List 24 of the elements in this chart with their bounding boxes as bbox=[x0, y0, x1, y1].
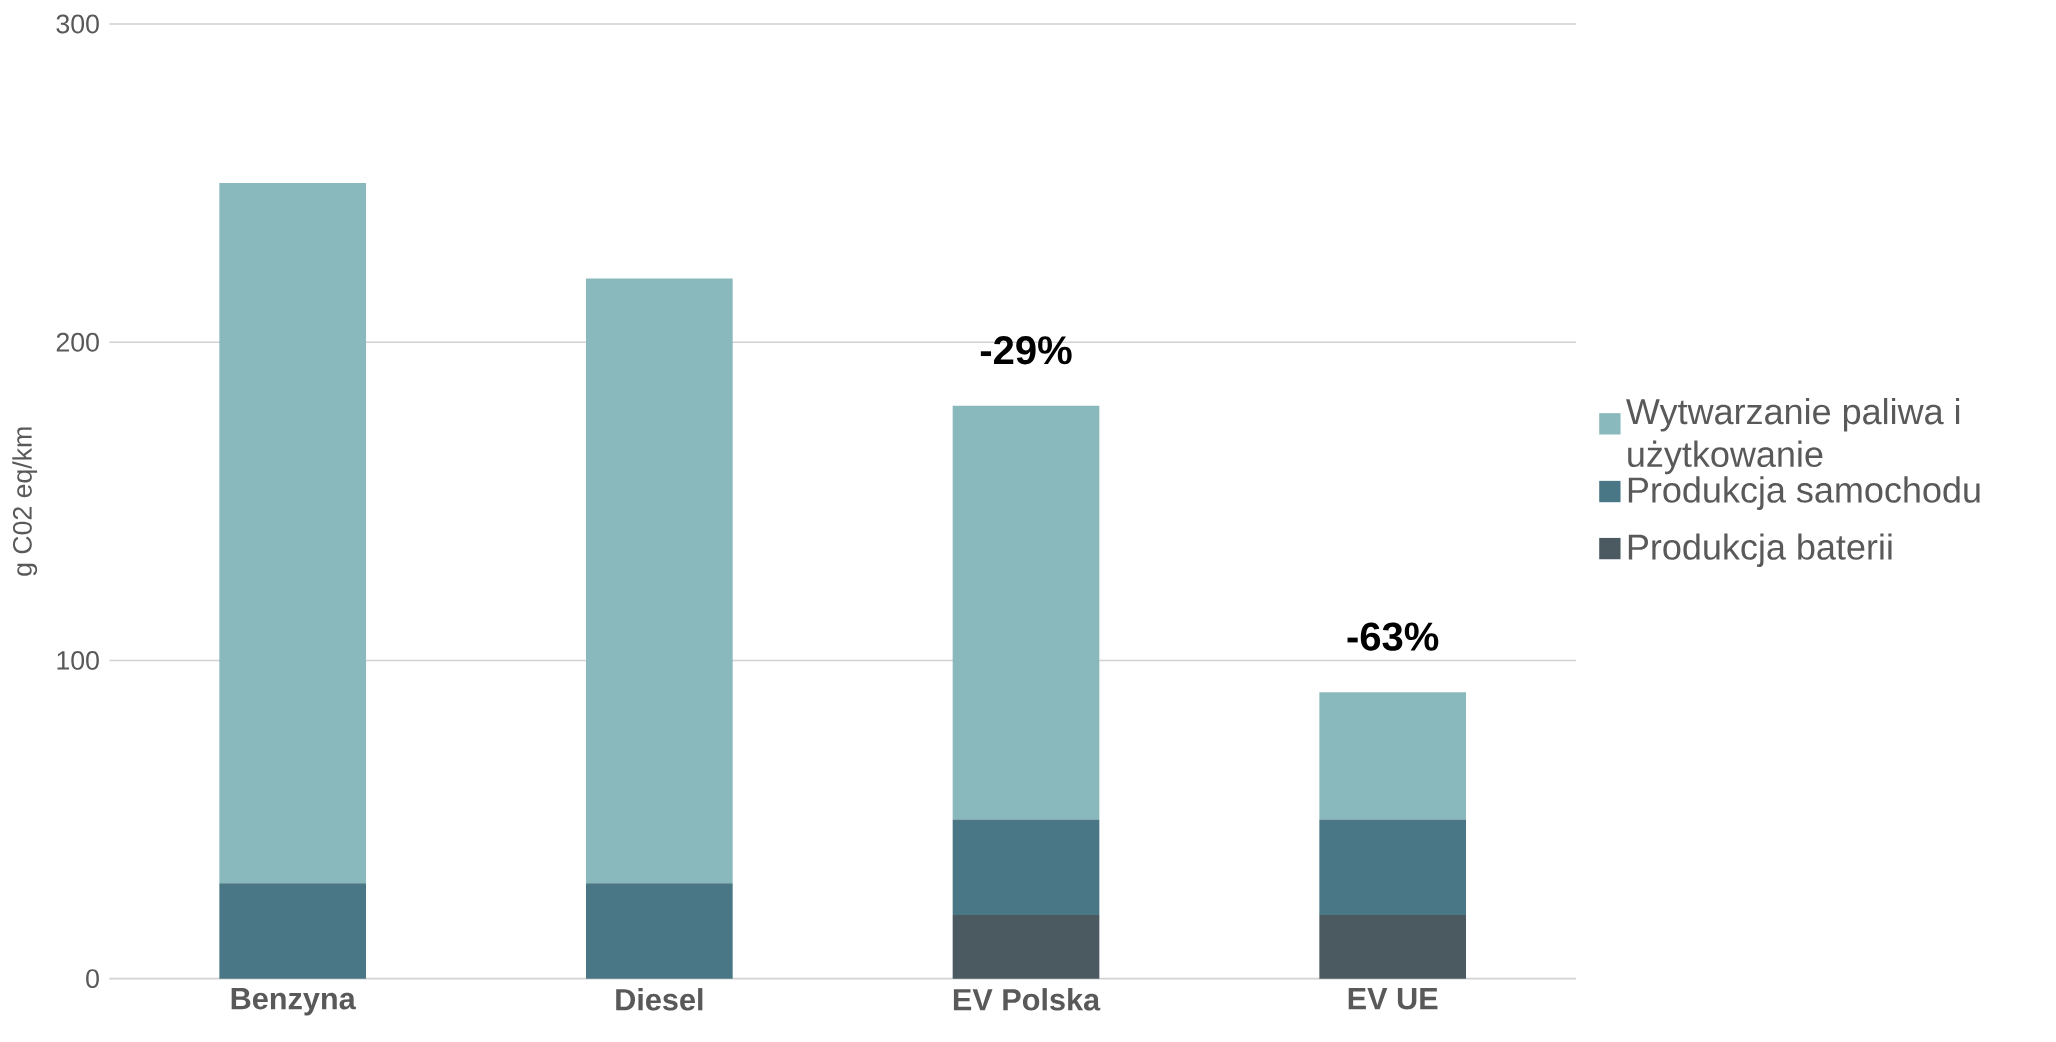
legend-label: Produkcja samochodu bbox=[1628, 476, 1980, 510]
bar bbox=[219, 883, 367, 979]
y-tick-label: 200 bbox=[56, 332, 99, 352]
y-tick-label: 100 bbox=[57, 651, 99, 670]
bar bbox=[586, 883, 733, 979]
x-tick-label: Diesel bbox=[616, 988, 703, 1011]
bar bbox=[1319, 915, 1467, 979]
bar bbox=[1319, 819, 1467, 916]
legend-label: Produkcja baterii bbox=[1628, 533, 1892, 567]
bar bbox=[219, 183, 367, 884]
legend-label: Wytwarzanie paliwa i użytkowanie bbox=[1626, 397, 1960, 475]
bar bbox=[586, 278, 733, 884]
bar bbox=[952, 405, 1100, 820]
y-tick-label: 0 bbox=[86, 969, 99, 989]
annotation: -29% bbox=[980, 336, 1072, 365]
x-tick-label: EV UE bbox=[1348, 988, 1438, 1010]
x-tick-label: EV Polska bbox=[953, 988, 1101, 1011]
bar bbox=[952, 819, 1100, 916]
y-tick-label: 300 bbox=[56, 14, 99, 34]
bar bbox=[952, 915, 1100, 979]
bar bbox=[1319, 692, 1467, 820]
y-axis-title: g C02 eq/km bbox=[12, 427, 38, 576]
x-tick-label: Benzyna bbox=[231, 988, 356, 1016]
annotation: -63% bbox=[1347, 622, 1439, 651]
